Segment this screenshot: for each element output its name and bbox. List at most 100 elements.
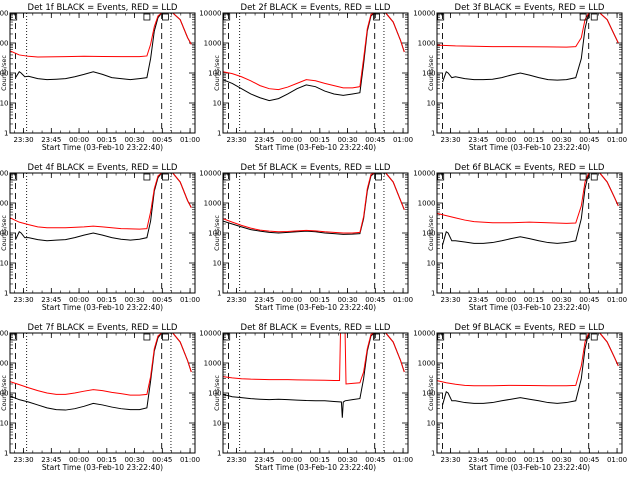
- plot-frame: [436, 172, 623, 294]
- x-tick-label: 23:45: [41, 456, 61, 464]
- events-series-line: [223, 13, 405, 102]
- x-tick-label: 23:30: [13, 456, 33, 464]
- lld-series-line: [10, 13, 192, 58]
- events-series-line: [10, 333, 192, 411]
- y-tick-label: 10000: [199, 330, 221, 338]
- square-marker: [590, 173, 598, 181]
- y-tick-label: 10: [427, 260, 436, 268]
- square-marker: [223, 333, 231, 341]
- events-series-line: [442, 173, 619, 246]
- x-tick-label: 00:30: [551, 136, 571, 144]
- x-tick-label: 00:00: [496, 136, 516, 144]
- x-tick-label: 01:00: [393, 296, 413, 304]
- y-tick-label: 1: [431, 130, 435, 138]
- y-tick-label: 100: [422, 390, 435, 398]
- y-tick-label: 100: [0, 70, 9, 78]
- x-tick-label: 23:30: [440, 456, 460, 464]
- x-tick-label: 23:30: [440, 296, 460, 304]
- x-tick-label: 00:45: [152, 456, 172, 464]
- y-axis-label: Counts/sec: [427, 375, 435, 411]
- square-marker: [143, 13, 151, 21]
- y-axis-label: Counts/sec: [427, 215, 435, 251]
- x-tick-label: 00:15: [310, 456, 330, 464]
- y-tick-label: 1: [4, 450, 8, 458]
- detector-panel: Det 3f BLACK = Events, RED = LLD Counts/s…: [413, 3, 627, 152]
- y-tick-label: 10: [213, 420, 222, 428]
- square-marker: [373, 333, 380, 341]
- events-series-line: [15, 173, 192, 242]
- x-tick-label: 01:00: [607, 456, 627, 464]
- panel-title: Det 1f BLACK = Events, RED = LLD: [28, 3, 178, 13]
- x-tick-label: 00:30: [124, 296, 144, 304]
- x-axis-label: Start Time (03-Feb-10 23:22:40): [255, 463, 376, 472]
- plot-frame: [9, 332, 196, 454]
- x-tick-label: 23:30: [13, 296, 33, 304]
- y-tick-label: 1: [431, 290, 435, 298]
- x-tick-label: 23:45: [468, 296, 488, 304]
- events-series-line: [442, 333, 619, 406]
- x-tick-label: 00:30: [337, 456, 357, 464]
- square-marker: [579, 173, 587, 181]
- x-tick-label: 00:45: [579, 136, 599, 144]
- square-marker: [10, 13, 18, 21]
- square-marker: [161, 13, 169, 21]
- panel-title: Det 5f BLACK = Events, RED = LLD: [241, 163, 391, 173]
- y-tick-label: 1: [217, 290, 221, 298]
- detector-panel: Det 4f BLACK = Events, RED = LLD Counts/s…: [0, 163, 200, 312]
- x-tick-label: 00:00: [282, 296, 302, 304]
- x-tick-label: 00:00: [69, 296, 89, 304]
- x-tick-label: 00:15: [524, 296, 544, 304]
- y-axis-label: Counts/sec: [0, 375, 8, 411]
- y-tick-label: 1000: [418, 200, 436, 208]
- y-tick-label: 10: [213, 100, 222, 108]
- y-tick-label: 10: [0, 100, 9, 108]
- square-marker: [590, 13, 598, 21]
- y-tick-label: 10000: [0, 170, 9, 178]
- panel-title: Det 8f BLACK = Events, RED = LLD: [241, 323, 391, 333]
- x-tick-label: 00:45: [579, 296, 599, 304]
- y-tick-label: 10: [0, 260, 9, 268]
- x-tick-label: 01:00: [180, 296, 200, 304]
- y-tick-label: 1: [4, 290, 8, 298]
- y-tick-label: 1000: [0, 40, 9, 48]
- x-tick-label: 23:30: [440, 136, 460, 144]
- square-marker: [579, 333, 587, 341]
- y-tick-label: 10000: [413, 10, 435, 18]
- x-tick-label: 00:45: [365, 456, 385, 464]
- square-marker: [437, 333, 445, 341]
- square-marker: [143, 333, 151, 341]
- y-tick-label: 1000: [204, 360, 222, 368]
- y-axis-label: Counts/sec: [0, 55, 8, 91]
- y-tick-label: 1000: [0, 360, 9, 368]
- plot-frame: [222, 12, 409, 134]
- y-tick-label: 10000: [199, 170, 221, 178]
- x-axis-label: Start Time (03-Feb-10 23:22:40): [42, 143, 163, 152]
- y-tick-label: 1000: [418, 40, 436, 48]
- x-axis-label: Start Time (03-Feb-10 23:22:40): [469, 143, 590, 152]
- square-marker: [161, 333, 169, 341]
- y-tick-label: 1: [217, 450, 221, 458]
- plot-frame: [9, 172, 196, 294]
- x-tick-label: 23:30: [226, 296, 246, 304]
- x-tick-label: 00:00: [282, 136, 302, 144]
- y-tick-label: 100: [422, 230, 435, 238]
- lld-series-line: [437, 333, 619, 387]
- detector-panel: Det 6f BLACK = Events, RED = LLD Counts/s…: [413, 163, 627, 312]
- x-tick-label: 00:30: [124, 136, 144, 144]
- square-marker: [437, 13, 445, 21]
- lld-series-line: [223, 333, 405, 385]
- x-tick-label: 23:45: [254, 296, 274, 304]
- x-tick-label: 00:30: [551, 456, 571, 464]
- lld-series-line: [10, 173, 192, 230]
- lld-series-line: [437, 13, 619, 48]
- detector-panel: Det 1f BLACK = Events, RED = LLD Counts/s…: [0, 3, 200, 152]
- x-tick-label: 01:00: [393, 136, 413, 144]
- events-series-line: [223, 333, 405, 418]
- x-tick-label: 00:00: [282, 456, 302, 464]
- lld-series-line: [223, 13, 405, 91]
- events-series-line: [15, 13, 192, 81]
- lld-series-line: [437, 173, 619, 224]
- x-tick-label: 00:15: [524, 136, 544, 144]
- y-tick-label: 1: [217, 130, 221, 138]
